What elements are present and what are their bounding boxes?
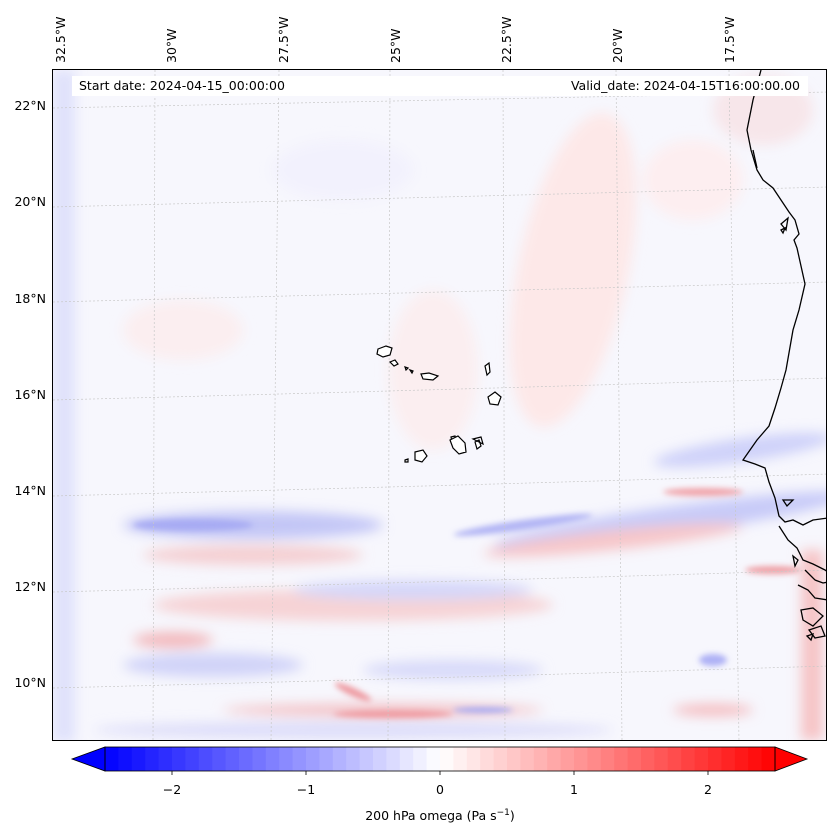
lat-label-22n: 22°N — [14, 98, 46, 113]
omega-field-smooth — [53, 70, 826, 740]
colorbar-segment — [185, 747, 200, 771]
lon-label-32-5w: 32.5°W — [53, 16, 68, 63]
lon-label-30w: 30°W — [164, 28, 179, 63]
lon-label-22-5w: 22.5°W — [499, 16, 514, 63]
colorbar-segment — [681, 747, 696, 771]
valid-date-text: Valid_date: 2024-04-15T16:00:00.00 — [570, 78, 800, 93]
colorbar-segment — [614, 747, 629, 771]
colorbar-segment — [118, 747, 133, 771]
colorbar-segment — [641, 747, 655, 771]
colorbar-tick-label: −2 — [162, 782, 182, 797]
colorbar-tick-label: 2 — [704, 782, 712, 797]
colorbar-segment — [533, 747, 548, 771]
colorbar-segment — [131, 747, 146, 771]
lon-label-25w: 25°W — [388, 28, 403, 63]
lat-label-14n: 14°N — [14, 483, 46, 498]
colorbar-tick-label: 1 — [570, 782, 578, 797]
omega-field-map — [53, 70, 826, 740]
colorbar-segment — [426, 747, 441, 771]
colorbar-segment — [440, 747, 454, 771]
cape-verde-islands — [376, 345, 502, 463]
lat-label-18n: 18°N — [14, 291, 46, 306]
lat-label-12n: 12°N — [14, 579, 46, 594]
colorbar-segment — [172, 747, 186, 771]
colorbar-segment — [359, 747, 374, 771]
colorbar-segment — [265, 747, 280, 771]
colorbar-label: 200 hPa omega (Pa s−1) — [365, 808, 515, 824]
colorbar-segment — [694, 747, 709, 771]
lon-label-27-5w: 27.5°W — [276, 16, 291, 63]
colorbar-segment — [399, 747, 414, 771]
colorbar-segment — [574, 747, 588, 771]
lat-label-10n: 10°N — [14, 675, 46, 690]
colorbar-segment — [306, 747, 320, 771]
colorbar-segment — [600, 747, 615, 771]
colorbar-segment — [493, 747, 508, 771]
colorbar-segment — [507, 747, 521, 771]
colorbar-segment — [225, 747, 240, 771]
omega-field-bands — [133, 488, 801, 718]
colorbar-segment — [734, 747, 749, 771]
date-header-bar — [72, 76, 808, 96]
colorbar-segment — [520, 747, 535, 771]
colorbar-segment — [547, 747, 562, 771]
colorbar-segment — [105, 747, 119, 771]
colorbar-segment — [145, 747, 160, 771]
lat-label-20n: 20°N — [14, 194, 46, 209]
colorbar-segment — [292, 747, 307, 771]
west-africa-coastline — [741, 70, 826, 642]
colorbar-segment — [560, 747, 575, 771]
colorbar-segment — [319, 747, 334, 771]
colorbar-segment — [158, 747, 173, 771]
colorbar-segment — [721, 747, 736, 771]
colorbar-segment — [346, 747, 361, 771]
colorbar-segment — [453, 747, 468, 771]
colorbar-segment — [480, 747, 495, 771]
colorbar-segment — [212, 747, 227, 771]
colorbar-tick-label: −1 — [296, 782, 316, 797]
colorbar-extend-left — [70, 746, 106, 772]
colorbar-segment — [708, 747, 722, 771]
colorbar-segment — [587, 747, 602, 771]
lon-label-20w: 20°W — [610, 28, 625, 63]
colorbar-segment — [413, 747, 428, 771]
colorbar-tick-label: 0 — [436, 782, 444, 797]
colorbar-segment — [667, 747, 682, 771]
colorbar-segment — [654, 747, 669, 771]
graticule — [53, 70, 826, 740]
map-panel[interactable] — [52, 69, 827, 741]
colorbar-extend-right — [774, 746, 809, 772]
colorbar-segment — [373, 747, 387, 771]
colorbar-segments — [105, 747, 776, 771]
start-date-text: Start date: 2024-04-15_00:00:00 — [79, 78, 285, 93]
colorbar-segment — [239, 747, 253, 771]
colorbar-segment — [748, 747, 763, 771]
colorbar-segment — [198, 747, 213, 771]
colorbar-segment — [386, 747, 401, 771]
colorbar-segment — [466, 747, 481, 771]
colorbar — [70, 746, 809, 775]
colorbar-segment — [332, 747, 347, 771]
colorbar-segment — [761, 747, 776, 771]
colorbar-segment — [627, 747, 642, 771]
lat-label-16n: 16°N — [14, 387, 46, 402]
colorbar-segment — [279, 747, 294, 771]
colorbar-segment — [252, 747, 267, 771]
lon-label-17-5w: 17.5°W — [722, 16, 737, 63]
colorbar-tick-marks — [171, 771, 709, 775]
